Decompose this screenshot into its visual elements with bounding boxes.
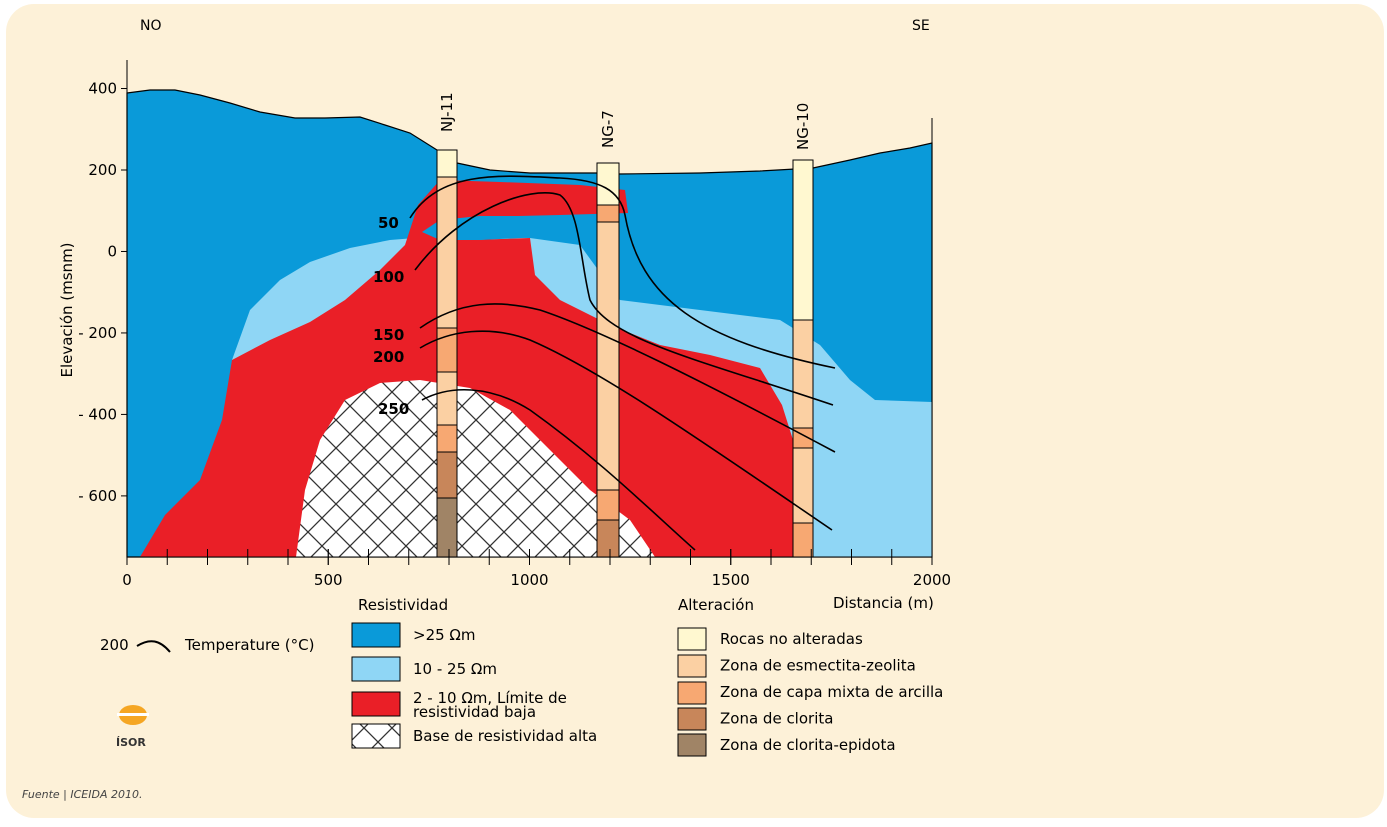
y-tick-label: - 200 [78, 324, 117, 342]
resistivity-item: >25 Ωm [413, 626, 476, 644]
y-tick-label: 0 [107, 242, 117, 260]
cross-section [126, 89, 933, 558]
resistivity-item: 2 - 10 Ωm, Límite de [413, 689, 567, 707]
alteration-item: Rocas no alteradas [720, 630, 863, 648]
y-tick-label: - 600 [78, 487, 117, 505]
alteration-item: Zona de capa mixta de arcilla [720, 683, 943, 701]
logo: ÍSOR [116, 736, 146, 749]
isotherm-label: 50 [378, 214, 399, 232]
isotherm-label: 250 [378, 400, 409, 418]
resistivity-title: Resistividad [358, 596, 448, 614]
y-tick-label: 400 [88, 80, 117, 98]
alteration-item: Zona de clorita-epidota [720, 736, 896, 754]
direction-right: SE [912, 18, 930, 34]
x-tick-label: 0 [122, 571, 132, 589]
temperature-label: Temperature (°C) [184, 636, 314, 654]
temperature-swatch [136, 640, 171, 653]
resistivity-item: Base de resistividad alta [413, 727, 597, 745]
isotherm-label: 100 [373, 268, 404, 286]
logo-stripe [117, 713, 149, 716]
x-tick-label: 1000 [510, 571, 548, 589]
source: Fuente | ICEIDA 2010. [22, 788, 142, 801]
x-tick-label: 1500 [712, 571, 750, 589]
well-label: NG-7 [599, 110, 617, 148]
y-tick-label: - 400 [78, 405, 117, 423]
resistivity-item: 10 - 25 Ωm [413, 660, 497, 678]
well-label: NJ-11 [438, 92, 456, 132]
low-resistivity-zone [140, 180, 793, 557]
y-axis-label: Elevación (msnm) [58, 242, 76, 377]
y-tick-label: 200 [88, 161, 117, 179]
x-tick-label: 500 [314, 571, 343, 589]
alteration-item: Zona de clorita [720, 710, 833, 728]
alteration-item: Zona de esmectita-zeolita [720, 657, 916, 675]
temperature-sample: 200 [100, 636, 129, 654]
x-axis-label: Distancia (m) [833, 594, 934, 612]
well-ng-7 [596, 162, 620, 558]
alteration-swatches [677, 627, 707, 757]
isotherm-label: 150 [373, 326, 404, 344]
isotherms [409, 175, 836, 551]
direction-left: NO [140, 18, 162, 34]
isotherm-label: 200 [373, 348, 404, 366]
high-resistivity-base [296, 380, 655, 557]
x-tick-label: 2000 [913, 571, 951, 589]
resistivity-item: resistividad baja [413, 703, 536, 721]
resistivity-swatches [351, 622, 401, 749]
well-nj-11 [436, 149, 458, 558]
alteration-title: Alteración [678, 596, 754, 614]
well-label: NG-10 [794, 103, 812, 150]
